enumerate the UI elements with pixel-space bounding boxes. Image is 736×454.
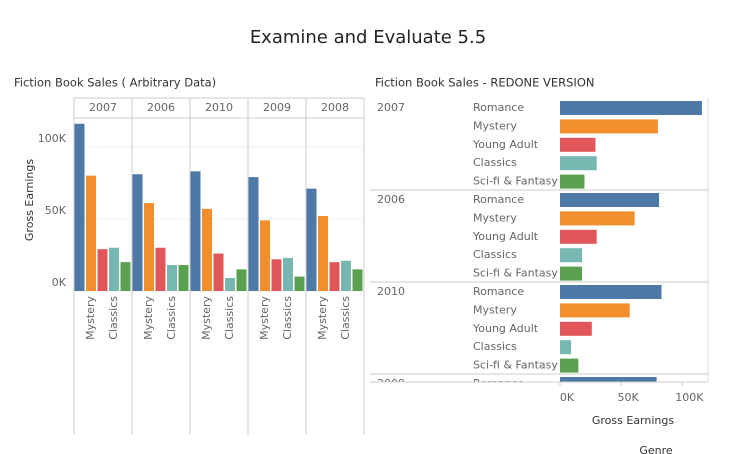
x-tick-label: Classics [281,296,294,340]
bar [560,285,662,299]
bar [225,278,235,291]
category-label: Sci-fi & Fantasy [473,175,558,188]
bar [560,174,585,189]
bar [144,203,154,291]
bar [560,101,702,115]
group-label: 2009 [377,377,405,390]
bar [341,260,351,291]
bar [294,276,305,291]
bar [190,171,201,291]
x-tick-label: 50K [618,391,640,404]
x-tick-label: 0K [560,391,575,404]
bar [560,156,597,171]
bar [560,266,583,281]
category-label: Classics [473,340,517,353]
bar [132,174,143,291]
bar [109,247,119,291]
bar [560,414,587,428]
x-tick-label: Classics [339,296,352,340]
category-label: Romance [473,285,524,298]
bar [306,188,317,291]
panel-label: 2007 [89,101,117,114]
bar [97,249,108,291]
category-label: Romance [473,193,524,206]
bar [329,262,340,291]
bar [560,137,596,152]
x-tick-label: 100K [675,391,704,404]
bar [560,340,572,355]
dashboard-title: Examine and Evaluate 5.5 [250,27,486,48]
bar [560,358,579,373]
x-tick-label: Mystery [142,296,155,340]
bar [560,432,588,446]
x-tick-label: Classics [165,296,178,340]
category-label: Romance [473,377,524,390]
bar [167,265,177,291]
bar [560,377,657,382]
category-label: Sci-fi & Fantasy [473,359,558,372]
category-label: Mystery [473,303,517,316]
category-label: Young Adult [472,230,539,243]
column-label: Genre [639,444,673,454]
category-label: Young Adult [472,138,539,151]
x-tick-label: Classics [107,296,120,340]
category-label: Young Adult [472,414,539,427]
bar [155,247,166,291]
bar [560,451,572,454]
bar [213,253,224,291]
bar [248,177,259,291]
category-label: Classics [473,432,517,445]
bar [86,175,96,291]
group-label: 2006 [377,193,405,206]
x-tick-label: Mystery [84,296,97,340]
category-label: Mystery [473,119,517,132]
category-label: Mystery [473,395,517,408]
category-label: Mystery [473,211,517,224]
right-plot: 2007 Romance Mystery Young Adult Classics Sci… [370,101,708,454]
bar [560,193,660,207]
bar [560,321,592,336]
bar [120,262,131,291]
bar [271,259,282,291]
bar [560,119,658,134]
y-tick-label: 0K [52,276,67,289]
category-label: Romance [473,101,524,114]
x-tick-label: Mystery [316,296,329,340]
category-label: Sci-fi & Fantasy [473,451,558,454]
bar [560,211,635,226]
y-tick-label: 50K [45,204,67,217]
bar [236,269,247,291]
bar [352,269,363,291]
category-label: Classics [473,248,517,261]
panel-label: 2010 [205,101,233,114]
bar [74,123,85,292]
bar [178,265,189,291]
x-tick-label: Classics [223,296,236,340]
chart-title: Fiction Book Sales ( Arbitrary Data) [14,76,216,90]
bar [560,248,583,263]
bar [283,257,293,291]
y-axis-label: Gross Earnings [23,159,36,241]
bar [202,208,212,291]
x-tick-label: Mystery [200,296,213,340]
bar [260,220,270,291]
y-tick-label: 100K [38,132,67,145]
chart-title: Fiction Book Sales - REDONE VERSION [375,76,594,90]
group-label: 2007 [377,101,405,114]
bar [560,303,630,318]
category-label: Young Adult [472,322,539,335]
category-label: Classics [473,156,517,169]
panel-label: 2008 [321,101,349,114]
category-label: Sci-fi & Fantasy [473,267,558,280]
x-axis-label: Gross Earnings [592,414,674,427]
panel-label: 2009 [263,101,291,114]
panel-label: 2006 [147,101,175,114]
x-tick-label: Mystery [258,296,271,340]
group-label: 2010 [377,285,405,298]
bar [560,229,597,244]
bar [318,216,328,291]
